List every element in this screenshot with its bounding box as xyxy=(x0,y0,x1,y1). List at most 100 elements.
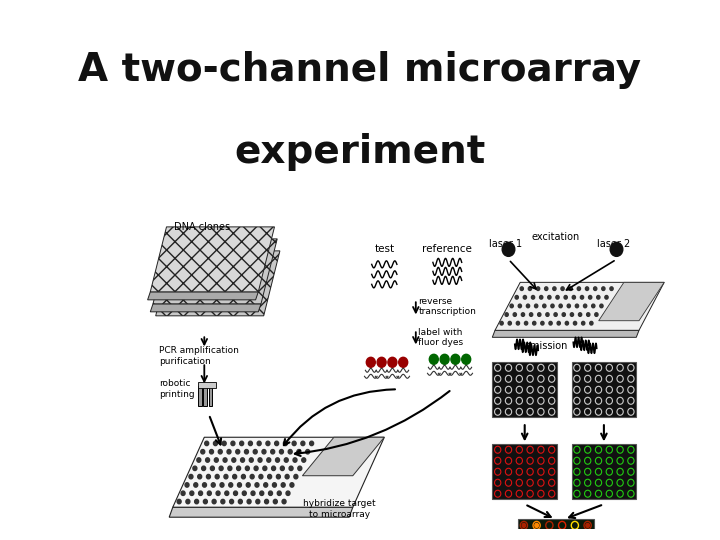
Circle shape xyxy=(207,475,210,479)
Polygon shape xyxy=(156,251,280,316)
Circle shape xyxy=(529,313,533,316)
Bar xyxy=(492,444,557,499)
Circle shape xyxy=(267,458,271,462)
Circle shape xyxy=(260,491,264,496)
Circle shape xyxy=(554,313,557,316)
Circle shape xyxy=(297,449,301,454)
Circle shape xyxy=(531,295,535,299)
Circle shape xyxy=(534,304,538,308)
Circle shape xyxy=(233,475,237,479)
Circle shape xyxy=(528,287,531,291)
Circle shape xyxy=(276,458,279,462)
Circle shape xyxy=(559,304,562,308)
Bar xyxy=(572,362,636,417)
Circle shape xyxy=(440,354,449,364)
Polygon shape xyxy=(492,330,639,338)
Circle shape xyxy=(557,321,560,325)
Polygon shape xyxy=(153,239,277,304)
Circle shape xyxy=(274,500,277,504)
Circle shape xyxy=(238,500,243,504)
Circle shape xyxy=(241,475,246,479)
Polygon shape xyxy=(302,437,384,476)
Circle shape xyxy=(264,500,269,504)
Circle shape xyxy=(279,449,284,454)
Circle shape xyxy=(399,357,408,367)
Circle shape xyxy=(271,466,276,470)
Circle shape xyxy=(289,466,293,470)
Circle shape xyxy=(583,304,587,308)
Bar xyxy=(198,382,216,388)
Circle shape xyxy=(605,295,608,299)
Text: robotic
printing: robotic printing xyxy=(159,379,195,399)
Circle shape xyxy=(597,295,600,299)
Circle shape xyxy=(216,491,220,496)
Text: hybridize target
to microarray: hybridize target to microarray xyxy=(303,499,376,518)
Circle shape xyxy=(248,441,253,445)
Circle shape xyxy=(520,287,523,291)
Text: label with
fluor dyes: label with fluor dyes xyxy=(418,328,464,347)
Circle shape xyxy=(240,458,245,462)
Circle shape xyxy=(560,536,564,540)
Circle shape xyxy=(523,295,526,299)
Circle shape xyxy=(254,466,258,470)
Circle shape xyxy=(269,491,272,496)
Circle shape xyxy=(276,475,280,479)
Circle shape xyxy=(268,475,271,479)
Circle shape xyxy=(262,449,266,454)
Circle shape xyxy=(462,354,471,364)
Bar xyxy=(518,519,594,540)
Circle shape xyxy=(211,483,215,487)
Circle shape xyxy=(569,287,572,291)
Circle shape xyxy=(500,321,503,325)
Circle shape xyxy=(237,466,240,470)
Circle shape xyxy=(562,313,565,316)
Circle shape xyxy=(193,466,197,470)
Bar xyxy=(203,386,207,406)
Circle shape xyxy=(580,295,584,299)
Circle shape xyxy=(595,313,598,316)
Circle shape xyxy=(190,491,194,496)
Circle shape xyxy=(586,536,590,540)
Circle shape xyxy=(298,466,302,470)
Circle shape xyxy=(505,313,508,316)
Circle shape xyxy=(245,449,248,454)
Circle shape xyxy=(233,491,238,496)
Circle shape xyxy=(256,500,260,504)
Circle shape xyxy=(575,304,579,308)
Circle shape xyxy=(198,475,202,479)
Circle shape xyxy=(592,304,595,308)
Circle shape xyxy=(553,287,556,291)
Circle shape xyxy=(585,287,589,291)
Text: A two-channel microarray: A two-channel microarray xyxy=(78,51,642,89)
Circle shape xyxy=(302,458,306,462)
Circle shape xyxy=(203,500,207,504)
Circle shape xyxy=(224,475,228,479)
Circle shape xyxy=(213,441,217,445)
Text: DNA clones: DNA clones xyxy=(174,222,230,232)
Circle shape xyxy=(238,483,241,487)
Circle shape xyxy=(610,287,613,291)
Circle shape xyxy=(282,500,286,504)
Circle shape xyxy=(556,295,559,299)
Circle shape xyxy=(535,536,539,540)
Circle shape xyxy=(253,449,257,454)
Bar xyxy=(572,444,636,499)
Circle shape xyxy=(577,287,580,291)
Circle shape xyxy=(264,483,268,487)
Circle shape xyxy=(602,287,605,291)
Circle shape xyxy=(293,458,297,462)
Circle shape xyxy=(301,441,305,445)
Circle shape xyxy=(543,304,546,308)
Circle shape xyxy=(539,295,543,299)
Circle shape xyxy=(286,491,290,496)
Circle shape xyxy=(185,483,189,487)
Circle shape xyxy=(284,458,288,462)
Circle shape xyxy=(548,295,551,299)
Circle shape xyxy=(549,321,552,325)
Circle shape xyxy=(524,321,528,325)
Circle shape xyxy=(508,321,511,325)
Text: test: test xyxy=(374,245,395,254)
Polygon shape xyxy=(599,282,664,321)
Circle shape xyxy=(573,536,577,540)
Circle shape xyxy=(221,500,225,504)
